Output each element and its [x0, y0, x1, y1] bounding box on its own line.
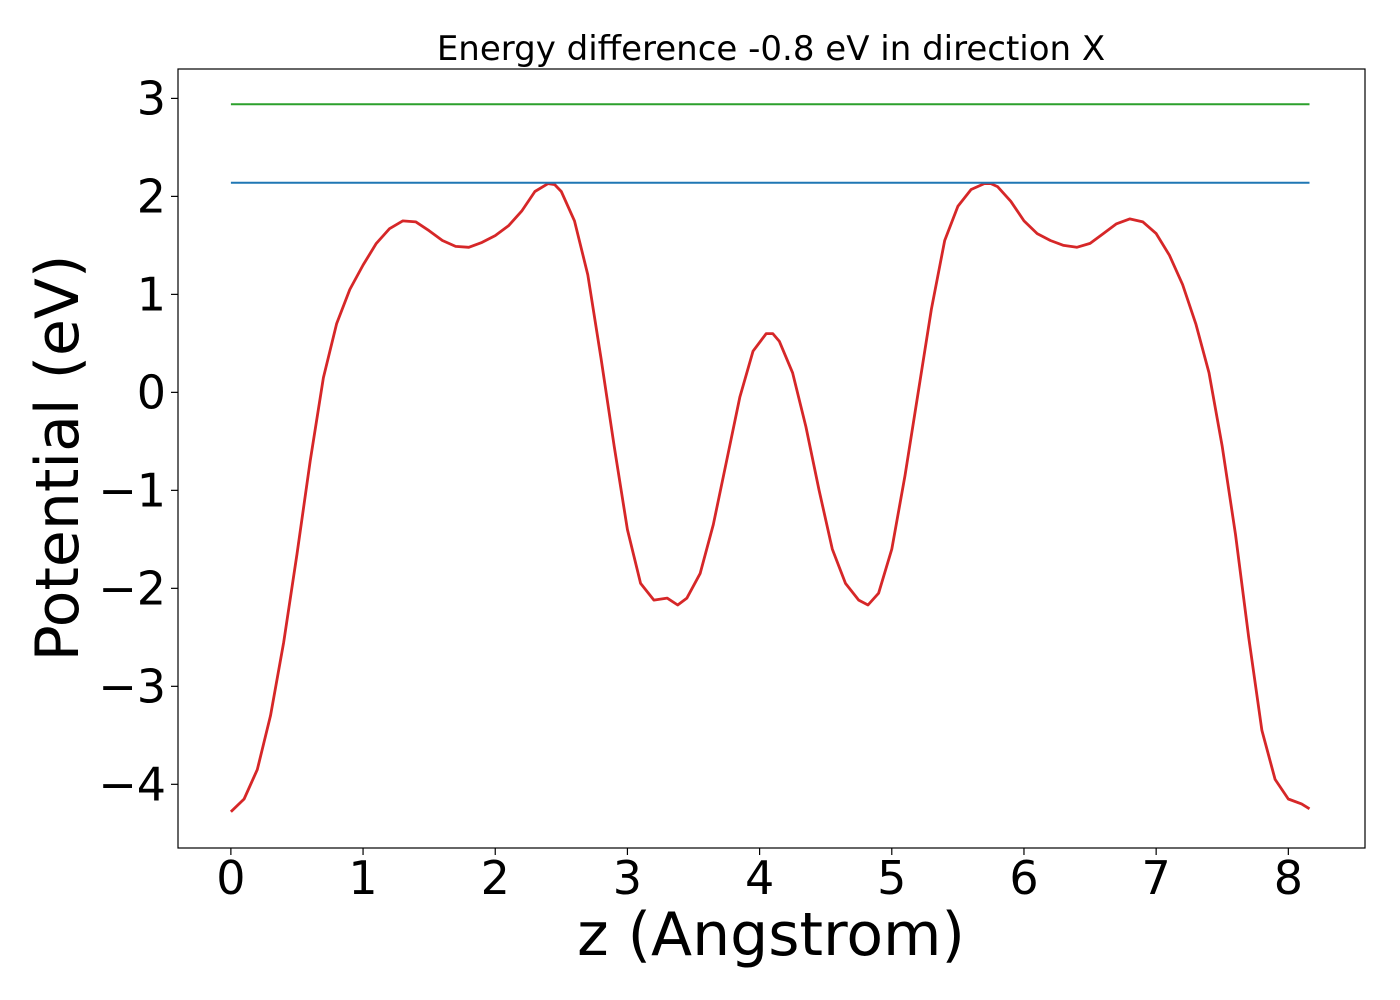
x-tick-label: 2	[481, 851, 510, 905]
y-tick-label: −3	[98, 659, 166, 713]
x-tick-label: 5	[877, 851, 906, 905]
y-tick-label: 3	[137, 71, 166, 125]
plot-frame	[177, 68, 1366, 849]
x-tick-label: 7	[1142, 851, 1171, 905]
y-axis-ticks: 3 2 1 0 −1 −2 −3 −4	[98, 71, 178, 811]
series-layer	[229, 103, 1311, 813]
y-tick-label: −4	[98, 757, 166, 811]
x-axis-title: z (Angstrom)	[577, 900, 965, 970]
x-tick-label: 0	[216, 851, 245, 905]
y-tick-label: −1	[98, 463, 166, 517]
y-tick-label: 1	[137, 267, 166, 321]
x-axis-ticks: 0 1 2 3 4 5 6 7 8	[216, 848, 1303, 905]
y-axis-title: Potential (eV)	[23, 255, 93, 662]
x-tick-label: 4	[745, 851, 774, 905]
y-tick-label: −2	[98, 561, 166, 615]
series-line-1	[229, 182, 1311, 813]
x-tick-label: 6	[1009, 851, 1038, 905]
chart-title: Energy difference -0.8 eV in direction X	[437, 29, 1105, 69]
x-tick-label: 1	[348, 851, 377, 905]
x-tick-label: 8	[1274, 851, 1303, 905]
x-tick-label: 3	[613, 851, 642, 905]
y-tick-label: 2	[137, 169, 166, 223]
y-tick-label: 0	[137, 365, 166, 419]
